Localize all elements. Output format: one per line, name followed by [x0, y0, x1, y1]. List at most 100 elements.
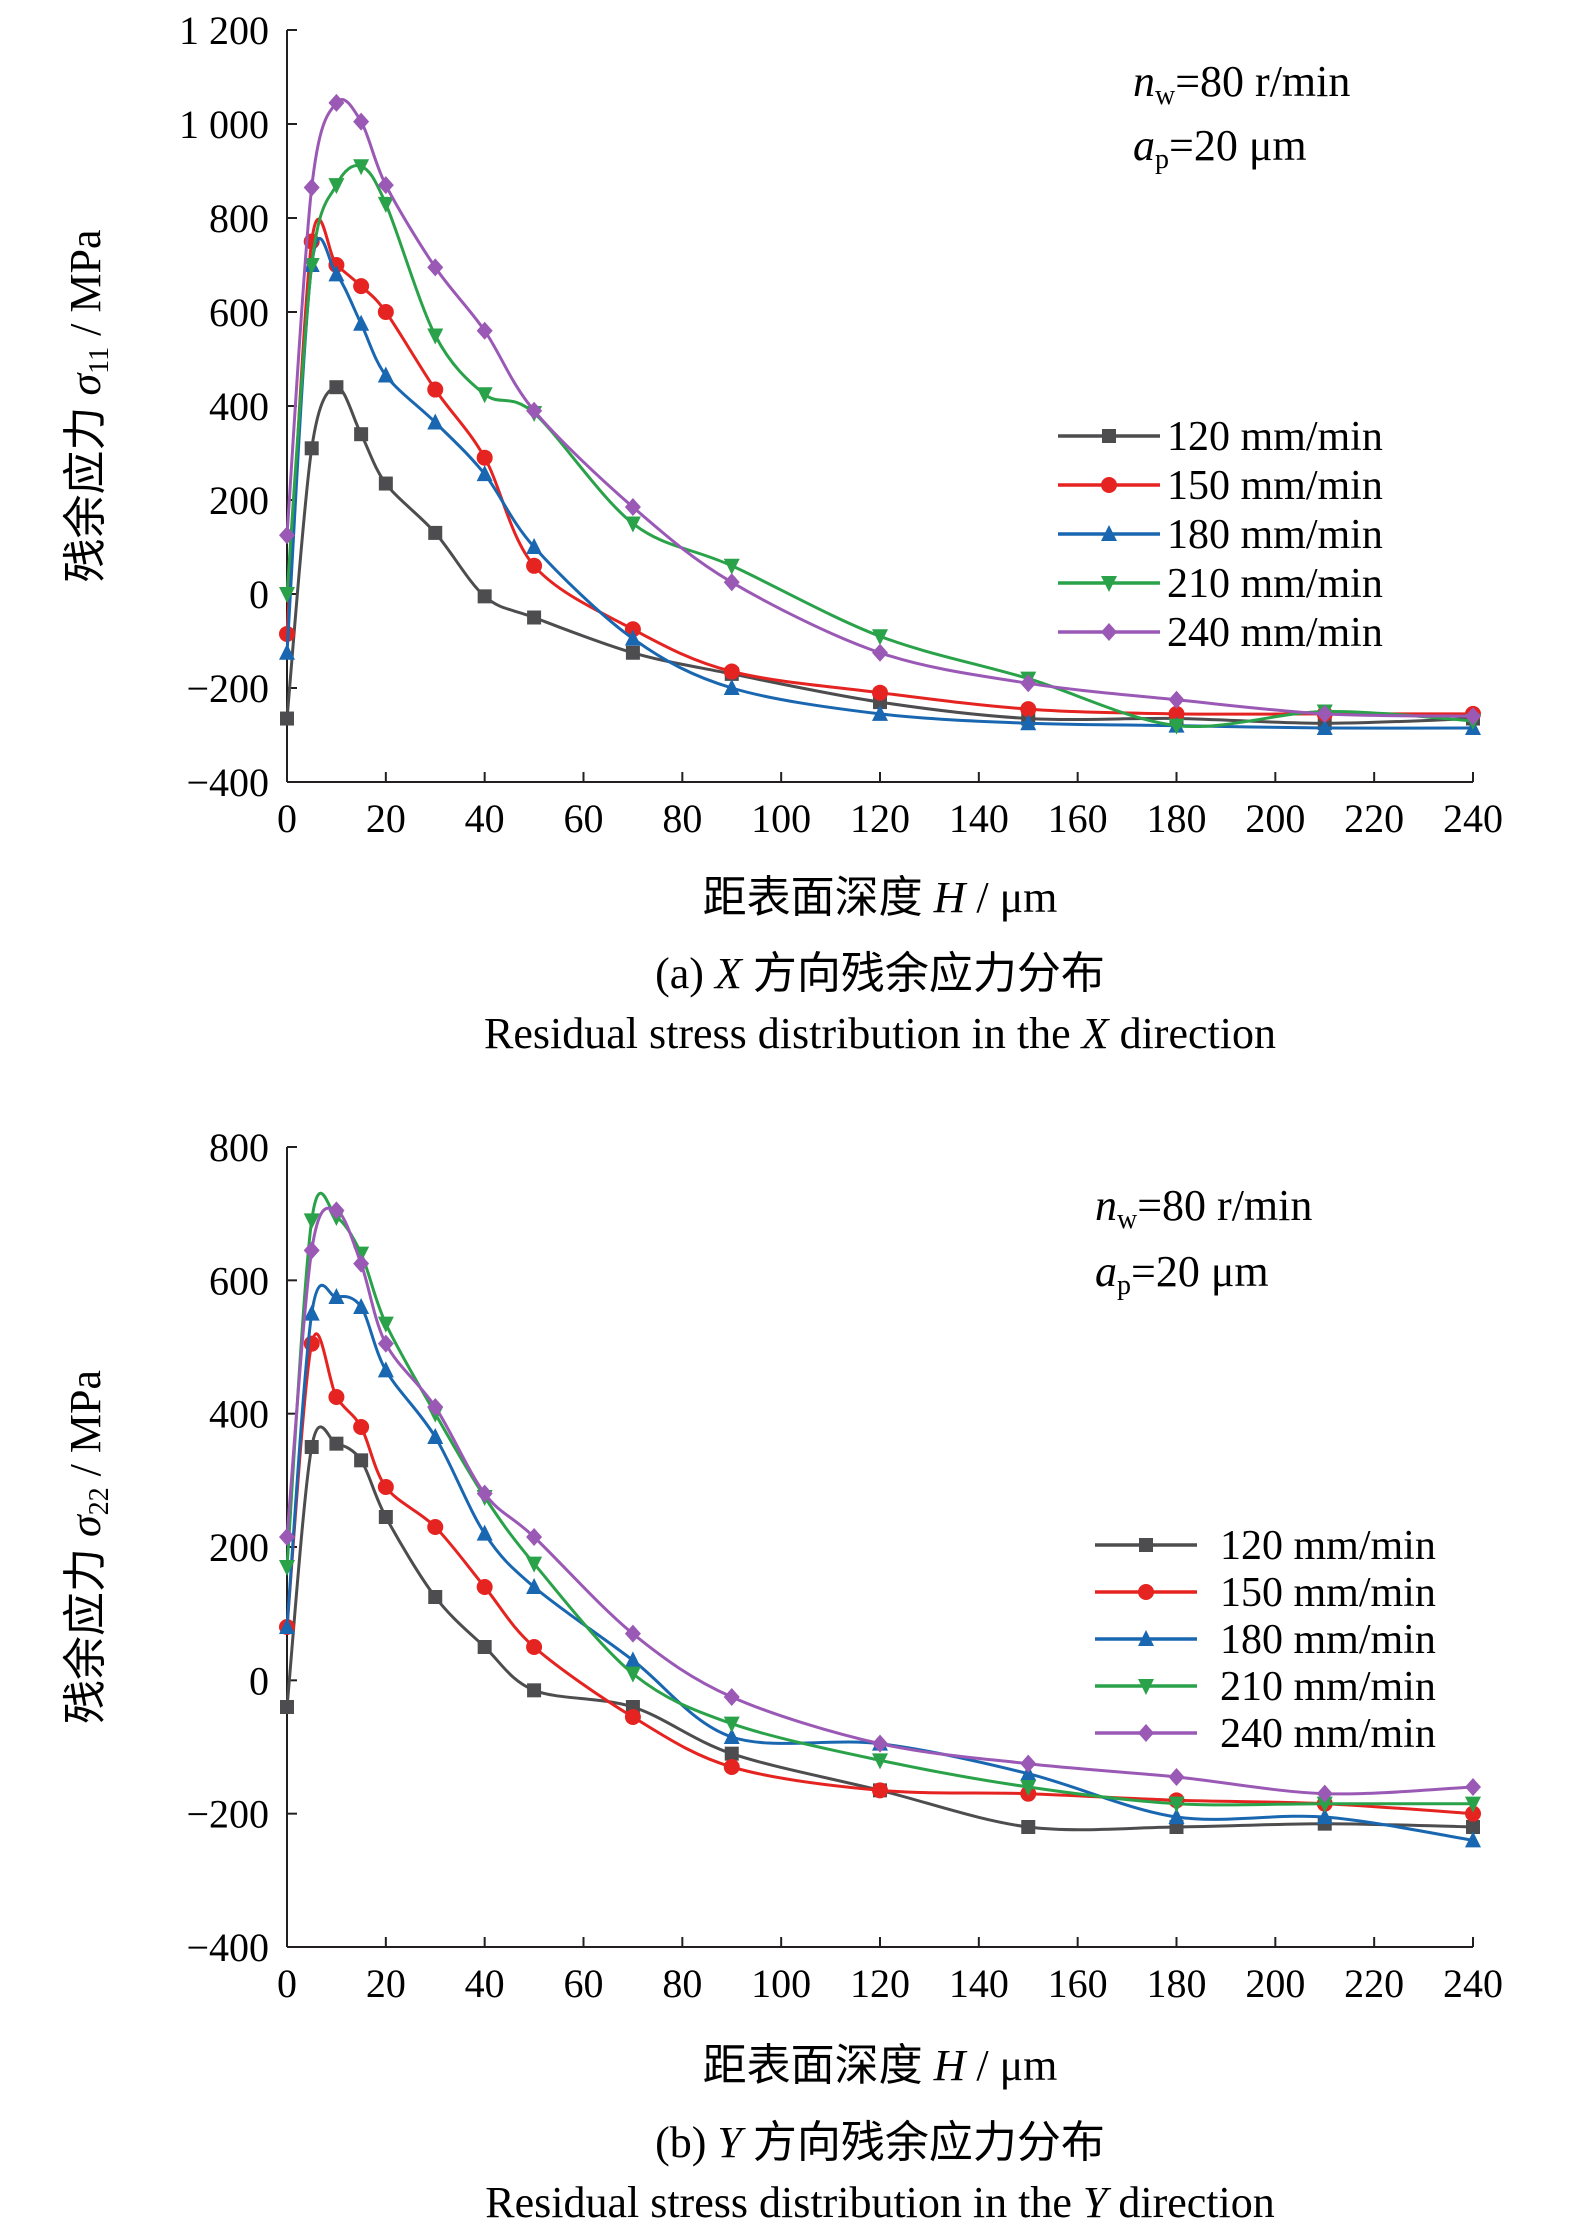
data-point [872, 1753, 888, 1770]
x-tick-label: 20 [366, 1961, 406, 2006]
data-point [1020, 701, 1037, 718]
data-point [723, 679, 740, 695]
legend-item: 240 mm/min [1058, 610, 1383, 656]
data-point [1465, 1831, 1481, 1848]
y-tick-label: 1 000 [179, 102, 269, 147]
y-tick-label: 0 [249, 572, 269, 617]
legend-item: 180 mm/min [1095, 1617, 1436, 1663]
data-point [353, 112, 370, 131]
legend-swatch-marker [1138, 1679, 1154, 1695]
data-point [377, 1316, 394, 1333]
x-tick-label: 180 [1147, 796, 1207, 841]
y-tick-label: −200 [186, 1792, 269, 1837]
x-axis-title: 距表面深度 H / μm [703, 2041, 1058, 2090]
data-point [303, 1241, 320, 1260]
data-point [354, 1453, 369, 1468]
legend-item: 240 mm/min [1095, 1711, 1436, 1757]
legend-label: 180 mm/min [1167, 512, 1383, 558]
data-point [723, 558, 740, 575]
chart-panel-a: −400 −200 0 200 400 600 800 1 000 1 200 0 20 40 60 80… [61, 8, 1503, 1058]
y-tick-label: −200 [186, 666, 269, 711]
data-point [526, 1578, 543, 1594]
chart-panel-b: −400 −200 0 200 400 600 800 0 20 40 60 80 100 120 140 1… [61, 1125, 1503, 2227]
data-point [476, 449, 493, 466]
data-point [477, 1640, 492, 1654]
y-tick-label: −400 [186, 1925, 269, 1970]
data-point [427, 258, 444, 277]
data-point [1168, 718, 1185, 735]
data-point [526, 538, 543, 554]
data-point [353, 1298, 370, 1314]
y-tick-label: 200 [209, 1525, 269, 1570]
legend-swatch-marker [1138, 1724, 1154, 1742]
data-point [872, 629, 888, 646]
data-point [476, 465, 493, 482]
legend-swatch-marker [1101, 525, 1117, 541]
data-point [1168, 1768, 1185, 1786]
data-point [377, 196, 394, 213]
data-point [328, 178, 345, 195]
legend-label: 240 mm/min [1167, 610, 1383, 656]
y-tick-label: −400 [186, 760, 269, 805]
legend-swatch-marker [1138, 1584, 1154, 1600]
legend-label: 150 mm/min [1167, 463, 1383, 509]
x-tick-label: 40 [465, 1961, 505, 2006]
x-axis-title: 距表面深度 H / μm [703, 873, 1058, 922]
data-point [1168, 705, 1185, 722]
condition-label: ap=20 μm [1095, 1247, 1269, 1301]
data-point [526, 401, 543, 420]
condition-label: nw=80 r/min [1133, 57, 1350, 111]
data-point [304, 441, 319, 456]
legend-swatch-marker [1102, 429, 1116, 443]
data-point [624, 629, 641, 646]
data-point [625, 645, 640, 660]
y-tick-label: 0 [249, 1658, 269, 1703]
data-point [624, 1666, 641, 1683]
legend-swatch-marker [1101, 477, 1117, 493]
x-tick-label: 220 [1344, 796, 1404, 841]
data-point [353, 1419, 370, 1435]
data-point [279, 526, 295, 545]
data-point [872, 704, 888, 721]
series-240 [279, 93, 1481, 726]
x-tick-label: 80 [662, 1961, 702, 2006]
data-point [303, 178, 320, 197]
data-point [723, 573, 740, 592]
data-point [1021, 1820, 1036, 1834]
x-tick-label: 160 [1048, 796, 1108, 841]
legend-item: 120 mm/min [1095, 1523, 1436, 1569]
data-point [723, 1728, 740, 1744]
legend-item: 150 mm/min [1095, 1570, 1436, 1616]
data-point [279, 1560, 295, 1576]
series-240 [279, 1201, 1481, 1803]
data-point [279, 587, 295, 603]
x-tick-label: 120 [850, 1961, 910, 2006]
x-tick-label: 140 [949, 1961, 1009, 2006]
data-point [377, 1361, 394, 1378]
y-tick-label: 800 [209, 196, 269, 241]
data-point [624, 1709, 641, 1725]
y-tick-label: 600 [209, 1258, 269, 1303]
data-point [476, 1484, 493, 1503]
data-point [377, 366, 394, 383]
data-point [304, 1440, 319, 1454]
data-point [428, 1590, 443, 1604]
data-point [1465, 1805, 1481, 1822]
caption-zh: (a) X 方向残余应力分布 [655, 949, 1105, 998]
data-point [353, 1254, 370, 1273]
x-tick-label: 240 [1443, 796, 1503, 841]
data-point [328, 265, 345, 282]
y-tick-label: 400 [209, 1392, 269, 1437]
data-point [624, 1624, 641, 1643]
data-point [328, 93, 345, 112]
x-tick-label: 180 [1147, 1961, 1207, 2006]
data-point [526, 557, 543, 574]
data-point [427, 413, 444, 430]
data-point [724, 1746, 739, 1761]
data-point [872, 1782, 888, 1799]
data-point [477, 589, 492, 604]
data-point [526, 1639, 543, 1655]
legend-swatch-marker [1139, 1538, 1153, 1552]
legend-label: 240 mm/min [1220, 1711, 1436, 1757]
